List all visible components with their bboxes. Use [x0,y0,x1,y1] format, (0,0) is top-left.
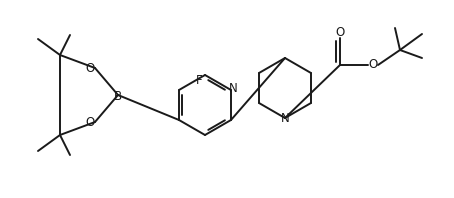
Text: O: O [336,26,345,38]
Text: B: B [114,89,122,103]
Text: O: O [85,115,94,129]
Text: N: N [281,111,289,125]
Text: F: F [196,73,202,87]
Text: O: O [368,58,378,71]
Text: O: O [85,62,94,74]
Text: N: N [229,83,237,95]
